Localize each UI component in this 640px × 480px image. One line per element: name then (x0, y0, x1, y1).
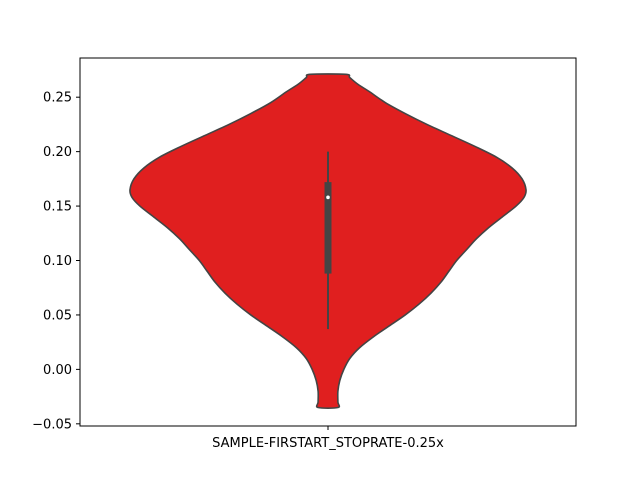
y-tick-label: 0.00 (43, 363, 72, 378)
y-tick-label: 0.25 (43, 91, 72, 106)
y-tick-label: 0.10 (43, 254, 72, 269)
y-tick-label: 0.05 (43, 308, 72, 323)
y-tick-label: 0.15 (43, 200, 72, 215)
y-tick-label: −0.05 (32, 417, 72, 432)
axes-layer: −0.05 0.00 0.05 0.10 0.15 0.20 0.25 (32, 57, 577, 432)
interquartile-box (324, 182, 332, 274)
x-tick-label: SAMPLE-FIRSTART_STOPRATE-0.25x (212, 436, 444, 451)
y-tick-label: 0.20 (43, 145, 72, 160)
violin-layer (129, 73, 527, 409)
median-point (326, 195, 330, 200)
